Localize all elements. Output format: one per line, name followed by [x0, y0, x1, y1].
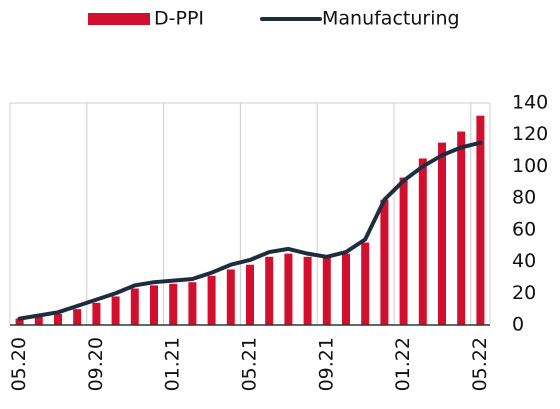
bar — [150, 285, 158, 325]
x-tick-label: 09.20 — [85, 337, 107, 391]
y-tick-label: 140 — [512, 92, 548, 114]
legend-swatch — [88, 13, 150, 25]
bar — [265, 256, 274, 325]
y-tick-label: 80 — [512, 187, 536, 209]
bar — [169, 283, 178, 325]
bar — [457, 131, 466, 325]
x-tick-label: 01.21 — [162, 337, 184, 391]
legend-label: Manufacturing — [322, 8, 460, 30]
bar — [73, 309, 82, 325]
x-tick-label: 05.20 — [8, 337, 30, 391]
bar — [399, 177, 408, 325]
bar — [15, 318, 24, 325]
bar — [246, 264, 254, 325]
y-tick-label: 120 — [512, 123, 548, 145]
bar — [284, 253, 293, 325]
x-tick-label: 09.21 — [315, 337, 337, 391]
y-tick-label: 100 — [512, 155, 548, 177]
bar — [322, 256, 331, 325]
bar — [34, 317, 43, 325]
line — [17, 140, 483, 321]
bar — [188, 282, 197, 325]
bar — [476, 115, 485, 325]
x-tick-label: 05.22 — [469, 337, 491, 391]
y-tick-label: 40 — [512, 250, 536, 272]
y-tick-label: 0 — [512, 314, 524, 336]
legend-label: D-PPI — [154, 8, 204, 30]
x-tick-label: 05.21 — [239, 337, 261, 391]
bar — [207, 275, 216, 325]
bar — [303, 256, 312, 325]
bar — [111, 296, 120, 325]
bar — [130, 288, 139, 325]
bar — [438, 142, 446, 325]
x-tick-label: 01.22 — [392, 337, 414, 391]
bar — [226, 269, 235, 325]
bar — [418, 158, 427, 325]
y-tick-label: 60 — [512, 218, 536, 240]
bar — [92, 302, 101, 325]
bar — [342, 253, 350, 325]
y-tick-label: 20 — [512, 282, 536, 304]
bar — [54, 313, 62, 325]
bar — [361, 242, 370, 325]
bar — [380, 199, 389, 325]
